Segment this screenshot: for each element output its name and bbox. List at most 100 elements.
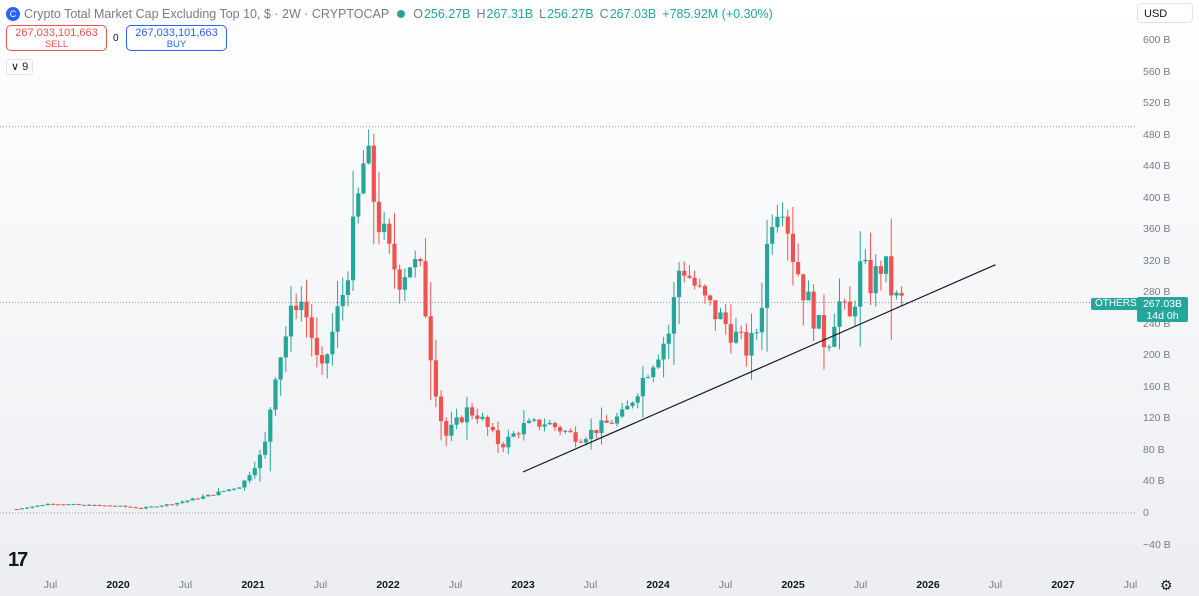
candle-47	[257, 454, 263, 469]
candle-121	[640, 377, 645, 397]
candle-132	[697, 285, 702, 287]
trend-line	[522, 264, 996, 473]
candle-23	[133, 507, 138, 509]
sell-label: SELL	[44, 39, 69, 50]
y-tick-label: 400 B	[1143, 191, 1171, 204]
candle-131	[692, 277, 697, 286]
y-tick-label: 160 B	[1143, 380, 1171, 393]
x-tick-label: 2027	[1051, 579, 1075, 591]
x-tick-label: Jul	[313, 579, 328, 591]
last-price-value: 267.03B	[1142, 298, 1183, 310]
candle-42	[231, 488, 237, 490]
candle-75	[402, 277, 407, 290]
x-tick-label: Jul	[718, 579, 733, 591]
currency-select[interactable]: USD	[1137, 3, 1193, 23]
x-tick-label: Jul	[448, 579, 463, 591]
candle-41	[226, 489, 232, 491]
symbol-title[interactable]: Crypto Total Market Cap Excluding Top 10…	[24, 7, 390, 21]
candle-119	[630, 402, 635, 406]
candle-31	[175, 502, 180, 505]
candle-138	[728, 324, 733, 343]
candle-34	[190, 498, 195, 501]
candle-165	[868, 259, 873, 294]
candle-61	[330, 331, 335, 355]
candle-147	[775, 216, 780, 228]
indicators-toggle[interactable]: ∨ 9	[6, 59, 34, 75]
market-status-icon	[397, 10, 406, 18]
candle-63	[340, 294, 345, 307]
x-tick-label: Jul	[43, 579, 58, 591]
candle-166	[873, 266, 878, 294]
symbol-header: C Crypto Total Market Cap Excluding Top …	[6, 5, 779, 23]
candle-64	[345, 280, 351, 295]
y-tick-label: 440 B	[1143, 160, 1171, 173]
close-value: 267.03B	[609, 7, 657, 21]
candle-25	[144, 507, 149, 509]
y-tick-label: 360 B	[1143, 223, 1171, 236]
candle-9	[61, 504, 66, 506]
symbol-tag: OTHERS	[1091, 298, 1141, 310]
buy-button[interactable]: 267,033,101,663 BUY	[126, 25, 227, 51]
candle-154	[811, 291, 816, 329]
candle-14	[87, 504, 92, 506]
candle-148	[780, 216, 785, 218]
candle-62	[335, 306, 340, 332]
sell-button[interactable]: 267,033,101,663 SELL	[6, 25, 107, 51]
candle-135	[713, 300, 718, 320]
candle-58	[314, 337, 319, 356]
candle-87	[464, 407, 470, 423]
y-tick-label: 520 B	[1143, 97, 1171, 110]
candle-77	[413, 258, 418, 268]
x-tick-label: 2023	[511, 579, 535, 591]
candle-85	[454, 417, 459, 425]
candle-141	[744, 331, 749, 356]
candle-112	[594, 429, 599, 434]
candle-39	[216, 491, 221, 496]
y-tick-label: 0	[1143, 507, 1149, 519]
buy-price: 267,033,101,663	[135, 27, 218, 39]
candle-84	[449, 424, 454, 436]
candle-142	[749, 333, 754, 356]
candle-68	[366, 145, 371, 164]
candle-51	[278, 357, 283, 380]
candle-113	[599, 420, 604, 434]
candle-59	[319, 355, 325, 364]
candle-26	[149, 506, 154, 508]
low-value: 256.27B	[547, 7, 594, 21]
candle-170	[894, 292, 899, 296]
candle-46	[252, 468, 257, 476]
x-tick-label: Jul	[583, 579, 598, 591]
candle-114	[604, 420, 609, 423]
candle-171	[899, 292, 904, 296]
candle-86	[459, 417, 464, 423]
candle-98	[521, 423, 526, 435]
candle-93	[495, 430, 501, 445]
candle-149	[785, 216, 790, 234]
gear-icon[interactable]: ⚙	[1160, 577, 1173, 593]
tradingview-logo[interactable]: 17	[8, 549, 28, 571]
candle-134	[708, 295, 713, 301]
candle-67	[361, 163, 366, 194]
candle-88	[470, 407, 475, 416]
last-price-tag: 267.03B 14d 0h	[1137, 297, 1188, 322]
candle-162	[852, 306, 858, 317]
y-tick-label: 480 B	[1143, 128, 1171, 141]
y-tick-label: 80 B	[1143, 443, 1165, 456]
candle-103	[547, 422, 552, 425]
candle-32	[180, 501, 185, 503]
candle-29	[164, 504, 169, 506]
x-tick-label: 2026	[916, 579, 940, 591]
candle-45	[247, 475, 252, 481]
candle-70	[376, 201, 382, 233]
candle-3	[30, 506, 35, 508]
bar-countdown: 14d 0h	[1146, 310, 1179, 322]
candle-83	[444, 421, 449, 436]
candle-0	[14, 509, 19, 511]
candle-37	[206, 494, 211, 497]
candle-28	[159, 505, 164, 507]
candle-155	[816, 315, 821, 329]
candle-120	[635, 396, 640, 403]
y-tick-label: −40 B	[1143, 538, 1171, 551]
candle-122	[645, 377, 651, 379]
